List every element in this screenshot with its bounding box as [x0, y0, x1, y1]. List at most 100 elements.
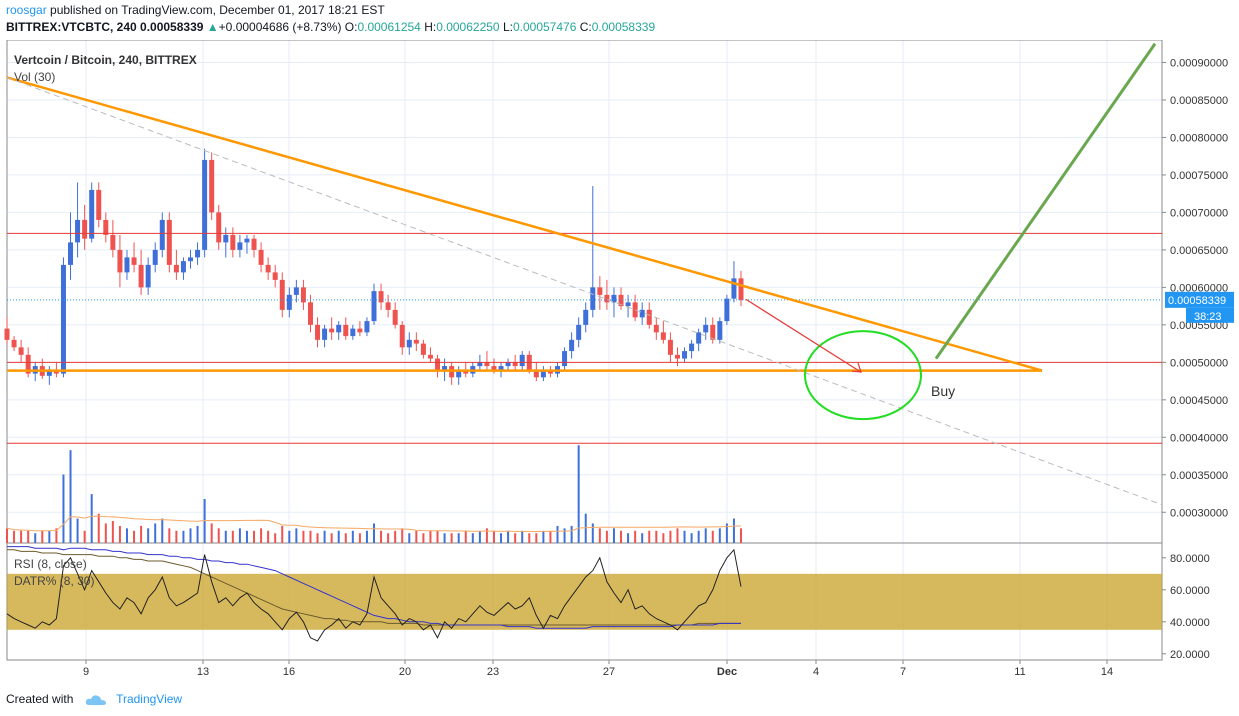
candle-body: [604, 294, 610, 303]
candle-body: [329, 328, 335, 333]
time-tick-label: 27: [603, 666, 615, 678]
last-price-tag: [1165, 291, 1234, 308]
candle-body: [131, 257, 137, 265]
low-label: L:: [502, 20, 513, 34]
candle-body: [420, 343, 426, 355]
candle-body: [286, 294, 292, 310]
time-tick-label: 13: [197, 666, 209, 678]
candle-body: [477, 362, 483, 367]
candle-body: [632, 302, 638, 318]
candle-body: [25, 354, 31, 374]
time-tick-label: Dec: [717, 666, 737, 678]
candle-body: [378, 291, 384, 303]
price-tick-label: 0.00045000: [1170, 395, 1228, 407]
price-axis: 80.0000 60.0000 40.0000 20.0000 0.00090000 0.…: [1162, 57, 1234, 661]
datr-legend: DATR% (8, 30): [14, 574, 94, 588]
candle-body: [442, 366, 448, 370]
open-value: 0.00061254: [357, 20, 421, 34]
rsi-band: [7, 573, 1162, 630]
drawings: [6, 42, 1163, 506]
candle-body: [583, 309, 589, 325]
price-tick-label: 0.00065000: [1170, 245, 1228, 257]
candle-body: [611, 294, 617, 303]
low-value: 0.00057476: [512, 20, 577, 34]
resistance-trendline: [6, 76, 1043, 372]
time-tick-label: 4: [813, 666, 819, 678]
candle-body: [152, 249, 158, 265]
rsi-tick-label: 20.0000: [1170, 649, 1210, 661]
tradingview-link[interactable]: TradingView: [116, 692, 183, 706]
candle-body: [173, 264, 179, 273]
candle-body: [406, 339, 412, 348]
time-tick-label: 23: [487, 666, 499, 678]
candle-body: [216, 212, 222, 243]
candle-body: [667, 339, 673, 355]
countdown-label: 38:23: [1194, 311, 1222, 323]
candle-body: [4, 328, 10, 340]
candle-body: [392, 309, 398, 325]
datr-signal-line: [7, 549, 741, 626]
candle-body: [674, 354, 680, 359]
price-tick-label: 0.00060000: [1170, 282, 1228, 294]
price-tick-label: 0.00030000: [1170, 507, 1228, 519]
candle-body: [188, 257, 193, 262]
price-tick-label: 0.00040000: [1170, 432, 1228, 444]
rsi-line: [6, 548, 742, 642]
candle-body: [124, 257, 130, 273]
candle-body: [505, 362, 511, 367]
price-chart[interactable]: 80.0000 60.0000 40.0000 20.0000 0.00090000 0.…: [0, 40, 1239, 680]
candle-body: [533, 369, 539, 378]
candle-body: [195, 249, 201, 258]
projection-line: [934, 42, 1157, 360]
last-price-label: 0.00058339: [1168, 295, 1226, 307]
candle-body: [237, 242, 243, 250]
rsi-pane: [6, 546, 1162, 642]
candle-body: [180, 261, 186, 273]
candle-body: [484, 362, 490, 367]
rsi-tick-label: 80.0000: [1170, 553, 1210, 565]
candle-body: [46, 369, 52, 376]
candles: [4, 148, 744, 385]
published-text: published on TradingView.com, December 0…: [50, 3, 385, 17]
candle-body: [625, 302, 631, 307]
price-tick-label: 0.00035000: [1170, 470, 1228, 482]
price-tick-label: 0.00085000: [1170, 95, 1228, 107]
price-tick-label: 0.00055000: [1170, 320, 1228, 332]
candle-body: [597, 287, 603, 295]
footer: Created with TradingView: [6, 689, 182, 709]
candle-body: [653, 324, 659, 333]
candle-body: [618, 294, 624, 307]
candle-body: [279, 279, 285, 310]
candle-body: [315, 324, 321, 340]
candle-body: [103, 219, 109, 235]
tradingview-logo-icon: [85, 695, 106, 705]
candle-body: [646, 309, 652, 325]
candle-body: [562, 351, 568, 367]
candle-body: [540, 369, 546, 378]
chart-header: roosgar published on TradingView.com, De…: [6, 2, 1233, 38]
candle-body: [202, 159, 208, 250]
volume-pane: [6, 445, 742, 543]
datr-line: [7, 546, 741, 629]
candle-body: [265, 264, 271, 273]
time-tick-label: 16: [283, 666, 295, 678]
candle-body: [435, 358, 441, 370]
candle-body: [724, 298, 730, 322]
header-price: 0.00058339: [140, 20, 204, 34]
candle-body: [75, 219, 81, 243]
dashed-trendline: [6, 77, 1163, 506]
time-tick-label: 11: [1014, 666, 1025, 678]
candle-body: [456, 369, 462, 378]
candle-body: [660, 332, 666, 340]
chart-grid: [6, 40, 1163, 661]
header-change: +0.00004686 (+8.73%): [218, 20, 342, 34]
chart-frame: [6, 40, 1163, 661]
candle-body: [413, 339, 419, 344]
rsi-tick-label: 60.0000: [1170, 585, 1210, 597]
candle-body: [710, 324, 716, 340]
candle-body: [11, 339, 17, 348]
high-label: H:: [424, 20, 437, 34]
author-name[interactable]: roosgar: [6, 3, 47, 17]
candle-body: [350, 328, 356, 337]
candle-body: [491, 366, 497, 370]
